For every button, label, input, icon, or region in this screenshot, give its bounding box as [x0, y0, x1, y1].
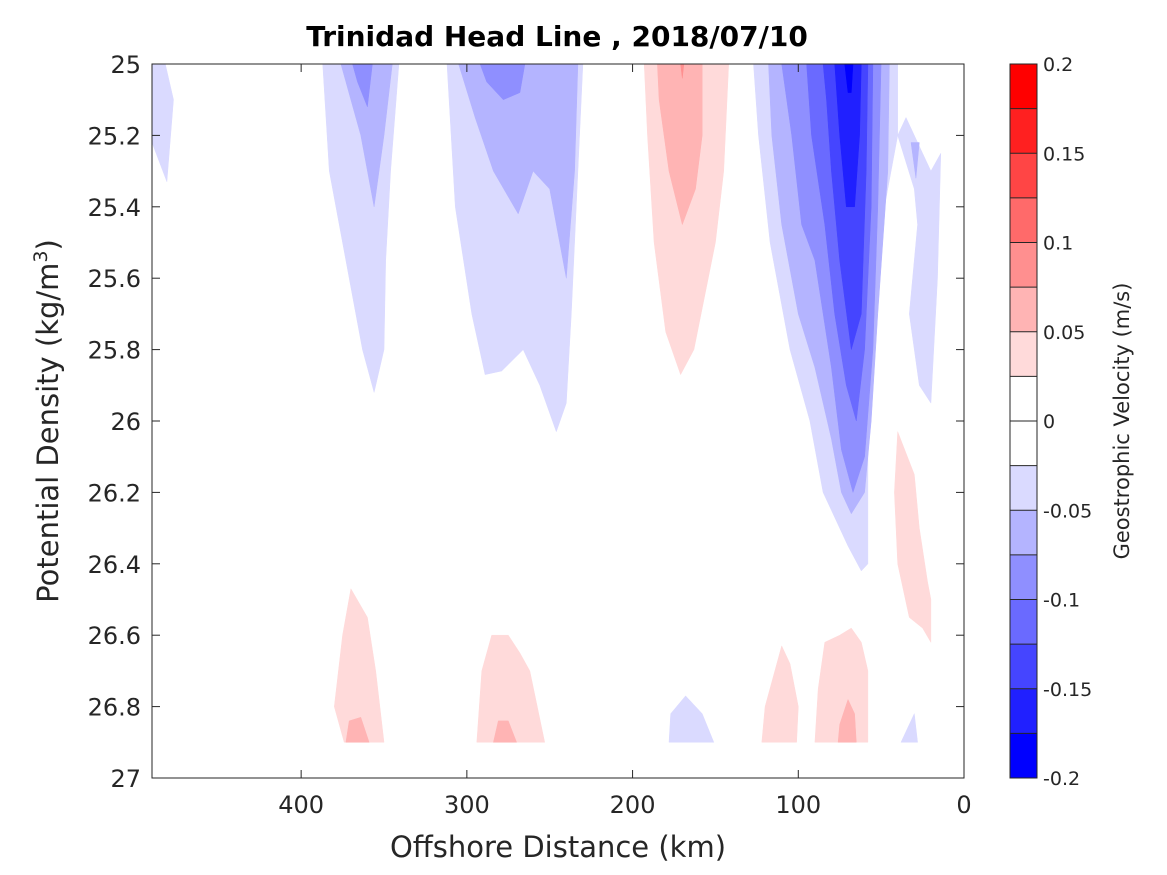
contour-region-neg-270km-lv2	[458, 64, 579, 279]
colorbar-swatch	[1010, 510, 1037, 555]
contour-region-neg-380km-lv3	[352, 64, 373, 107]
colorbar-tick-label: 0.05	[1043, 322, 1085, 344]
colorbar-tick-label: 0	[1043, 411, 1055, 433]
y-tick-label: 25.8	[88, 337, 141, 365]
y-tick-label: 25.4	[88, 194, 141, 222]
y-tick-label: 26	[110, 408, 141, 436]
x-tick-label: 200	[610, 791, 656, 819]
colorbar-tick-label: -0.1	[1043, 590, 1080, 612]
colorbar-tick-label: 0.15	[1043, 143, 1085, 165]
colorbar-label: Geostrophic Velocity (m/s)	[1110, 283, 1134, 560]
contour-region-pos-180km-lv3	[680, 64, 685, 79]
colorbar-frame	[1009, 63, 1038, 779]
colorbar-swatch	[1010, 64, 1037, 109]
colorbar-swatch	[1010, 376, 1037, 421]
x-tick-label: 0	[956, 791, 971, 819]
colorbar-swatch	[1010, 331, 1037, 377]
colorbar-swatch	[1010, 242, 1037, 288]
colorbar-tick-label: -0.15	[1043, 679, 1092, 701]
y-axis-label: Potential Density (kg/m3)	[30, 239, 65, 603]
y-tick-label: 26.2	[88, 479, 141, 507]
x-axis: 400 300 200 100 0	[278, 64, 972, 819]
contour-region-pos-370km-lv2	[345, 716, 370, 743]
colorbar-swatch	[1010, 599, 1037, 645]
colorbar-swatch	[1010, 197, 1037, 243]
colorbar-swatch	[1010, 688, 1037, 734]
contour-region-pos-east-lv1	[894, 431, 932, 644]
contour-region-neg-70km-lv6	[834, 64, 862, 208]
x-tick-label: 400	[278, 791, 324, 819]
colorbar-swatch	[1010, 644, 1037, 689]
y-axis-label-superscript: 3	[30, 250, 52, 262]
y-axis-label-close: )	[31, 239, 65, 250]
colorbar-tick-label: 0.2	[1043, 54, 1073, 76]
colorbar-swatch	[1010, 465, 1037, 511]
colorbar-swatch	[1010, 554, 1037, 600]
colorbar-swatch	[1010, 421, 1037, 466]
colorbar: 0.2 0.15 0.1 0.05 0 -0.05 -0.1 -0.15 -0.2	[1010, 54, 1092, 790]
contour-region-neg-west-edge	[152, 64, 174, 182]
y-tick-label: 26.8	[88, 694, 141, 722]
contour-region-pos-110km	[761, 645, 799, 743]
y-axis: 25 25.2 25.4 25.6 25.8 26 26.2 26.4 26.6 26.8 27	[88, 51, 964, 793]
contour-region-neg-70km-lv7	[844, 64, 854, 93]
colorbar-tick-label: -0.05	[1043, 500, 1092, 522]
contour-region-neg-east-lv1	[897, 116, 942, 404]
y-tick-label: 25	[110, 51, 141, 79]
contour-fill-layer	[152, 64, 942, 743]
contour-region-pos-180km-lv2	[657, 64, 703, 226]
y-axis-label-main: Potential Density (kg/m	[31, 263, 65, 603]
y-tick-label: 26.6	[88, 622, 141, 650]
y-tick-label: 25.2	[88, 122, 141, 150]
colorbar-swatch	[1010, 733, 1037, 778]
contour-region-pos-275km-lv2	[493, 720, 517, 743]
y-tick-label: 27	[110, 765, 141, 793]
colorbar-swatch	[1010, 108, 1037, 154]
chart-title: Trinidad Head Line , 2018/07/10	[306, 20, 808, 53]
colorbar-swatch	[1010, 153, 1037, 198]
colorbar-swatch	[1010, 287, 1037, 332]
x-tick-label: 300	[444, 791, 490, 819]
x-axis-label: Offshore Distance (km)	[390, 830, 726, 864]
colorbar-tick-label: 0.1	[1043, 233, 1073, 255]
contour-region-neg-380km-lv2	[340, 64, 393, 207]
contour-region-neg-270km-lv3	[479, 64, 526, 100]
contour-region-neg-30km	[900, 712, 918, 743]
contour-region-pos-75km-lv2	[837, 698, 857, 743]
contour-region-neg-165km	[668, 695, 715, 743]
contour-region-neg-east-lv2	[910, 142, 920, 179]
y-tick-label: 25.6	[88, 265, 141, 293]
colorbar-tick-label: -0.2	[1043, 768, 1080, 790]
x-tick-label: 100	[775, 791, 821, 819]
y-tick-label: 26.4	[88, 551, 141, 579]
